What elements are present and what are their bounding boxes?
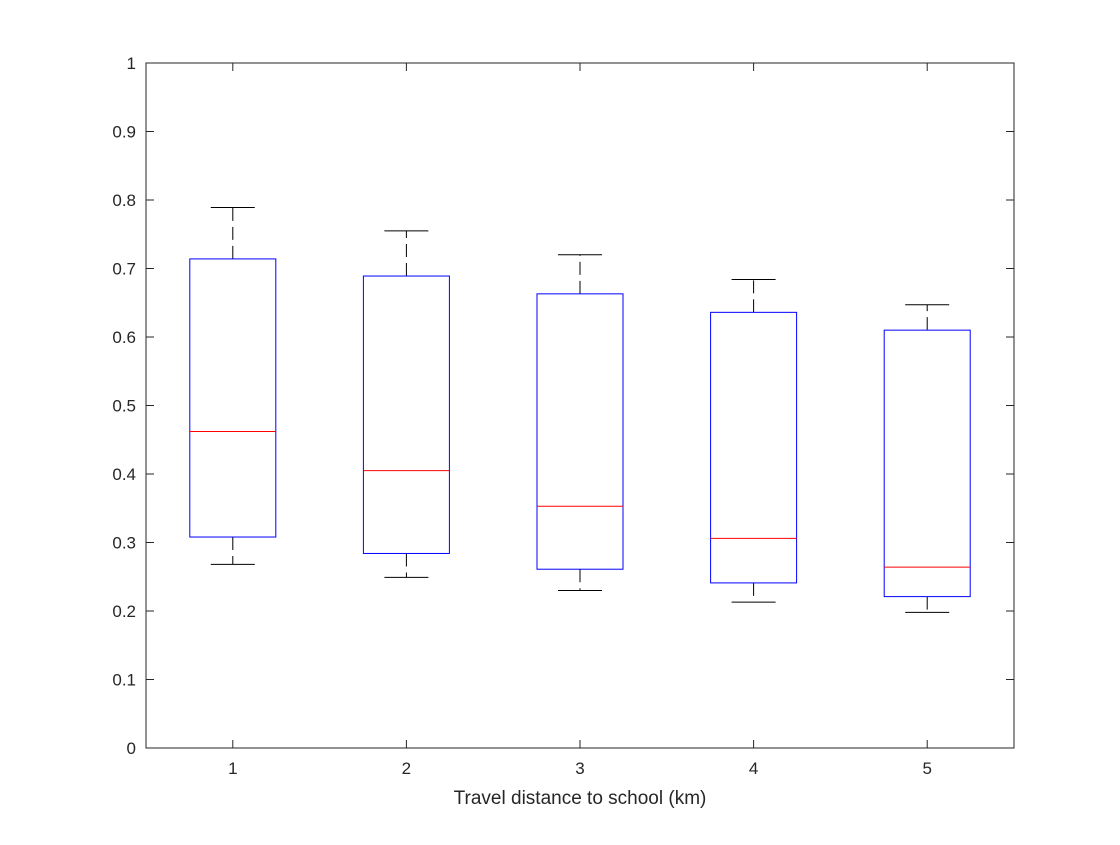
x-tick-label: 1: [228, 759, 237, 778]
y-tick-label: 0.1: [112, 671, 136, 690]
x-tick-label: 2: [402, 759, 411, 778]
x-axis-label: Travel distance to school (km): [454, 788, 707, 809]
y-tick-label: 0.7: [112, 260, 136, 279]
iqr-box: [536, 293, 624, 570]
iqr-box: [710, 311, 798, 584]
y-tick-label: 1: [127, 54, 136, 73]
boxes: [189, 207, 971, 613]
x-tick-label: 4: [749, 759, 758, 778]
box-group-1: [189, 207, 277, 565]
axis-ticks: 0 0.1 0.2 0.3 0.4 0.5 0.6 0.7 0.8 0.9 1 1 2 3 4 5: [112, 54, 1014, 778]
y-tick-label: 0.8: [112, 191, 136, 210]
iqr-box: [883, 329, 971, 598]
iqr-box: [362, 275, 450, 554]
y-tick-label: 0.6: [112, 328, 136, 347]
box-group-5: [883, 304, 971, 613]
box-group-3: [536, 254, 624, 591]
y-tick-label: 0.4: [112, 465, 136, 484]
x-tick-label: 5: [922, 759, 931, 778]
y-tick-label: 0.2: [112, 602, 136, 621]
y-tick-label: 0.9: [112, 123, 136, 142]
box-group-2: [362, 230, 450, 578]
y-tick-label: 0.3: [112, 534, 136, 553]
plot-area: [145, 62, 1015, 749]
y-tick-label: 0: [127, 739, 136, 758]
iqr-box: [189, 258, 277, 538]
y-tick-label: 0.5: [112, 397, 136, 416]
box-group-4: [710, 278, 798, 603]
x-tick-label: 3: [575, 759, 584, 778]
